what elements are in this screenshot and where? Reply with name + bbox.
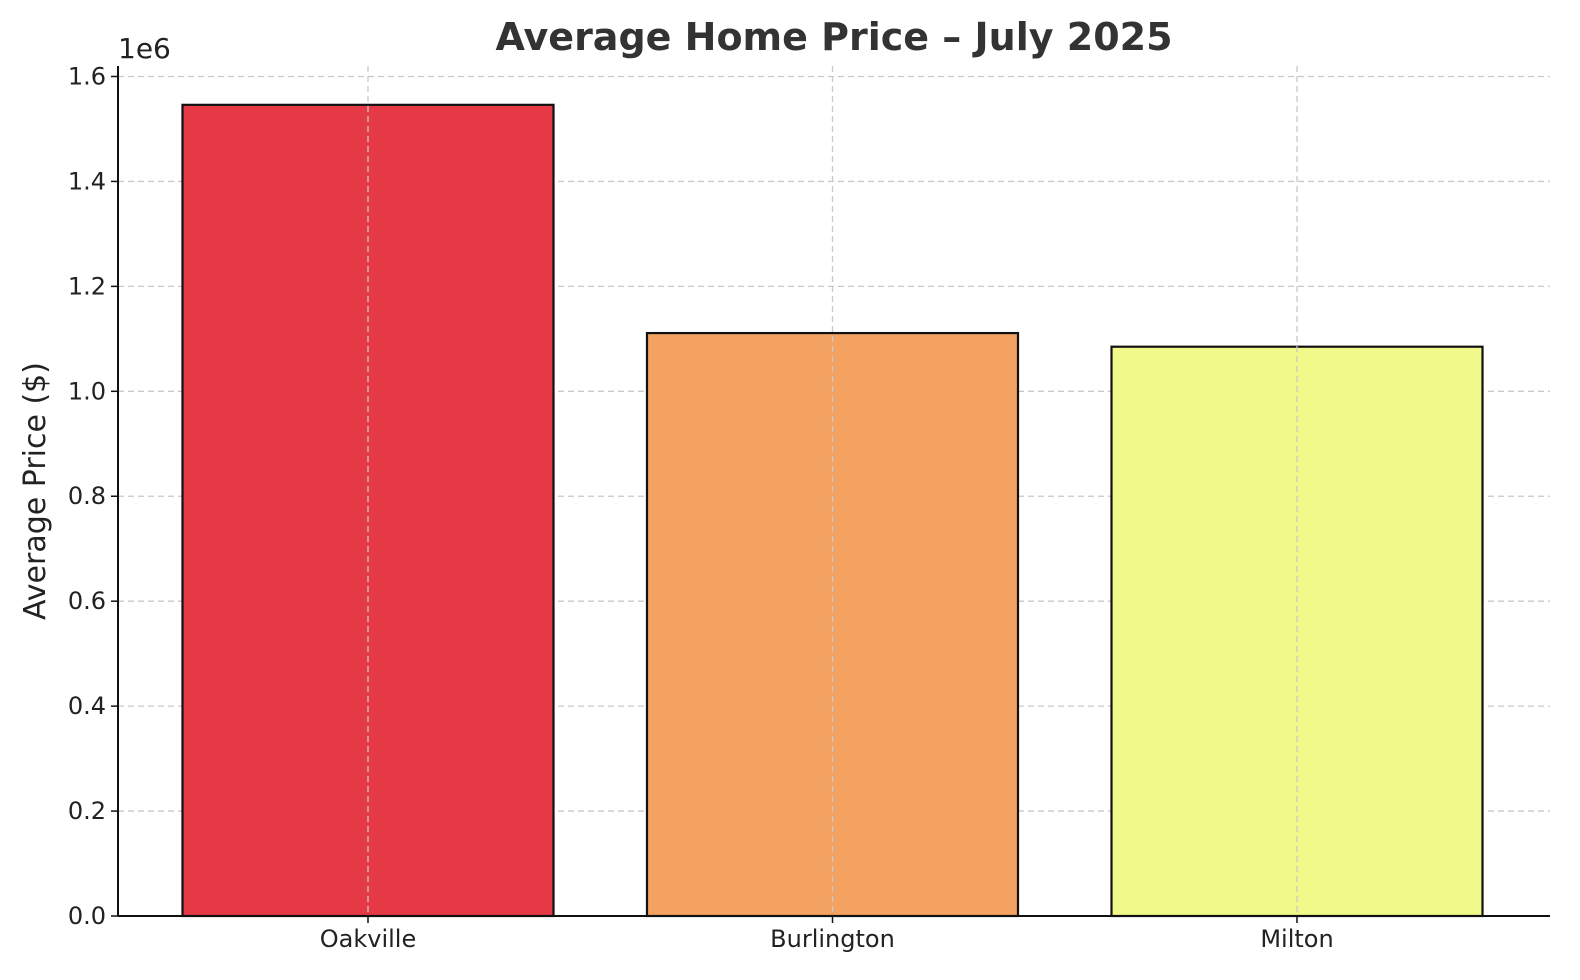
x-tick-label: Oakville <box>320 925 416 953</box>
x-ticks: Oakville Burlington Milton <box>320 916 1334 953</box>
axes <box>117 66 1550 917</box>
x-tick-label: Milton <box>1260 925 1333 953</box>
y-axis-offset-label: 1e6 <box>118 32 171 65</box>
y-tick-label: 0.2 <box>68 797 106 825</box>
y-tick-label: 1.2 <box>68 272 106 300</box>
y-tick-label: 0.4 <box>68 692 106 720</box>
vertical-grid-lines <box>367 66 1298 916</box>
y-tick-label: 0.6 <box>68 587 106 615</box>
y-tick-label: 1.0 <box>68 377 106 405</box>
x-tick-label: Burlington <box>770 925 895 953</box>
y-tick-label: 0.0 <box>68 902 106 930</box>
y-axis-label: Average Price ($) <box>18 362 53 620</box>
y-ticks: 0.0 0.2 0.4 0.6 0.8 1.0 1.2 1.4 1.6 <box>68 62 118 930</box>
y-tick-label: 0.8 <box>68 482 106 510</box>
y-tick-label: 1.6 <box>68 62 106 90</box>
y-tick-label: 1.4 <box>68 167 106 195</box>
chart-title: Average Home Price – July 2025 <box>495 15 1172 59</box>
